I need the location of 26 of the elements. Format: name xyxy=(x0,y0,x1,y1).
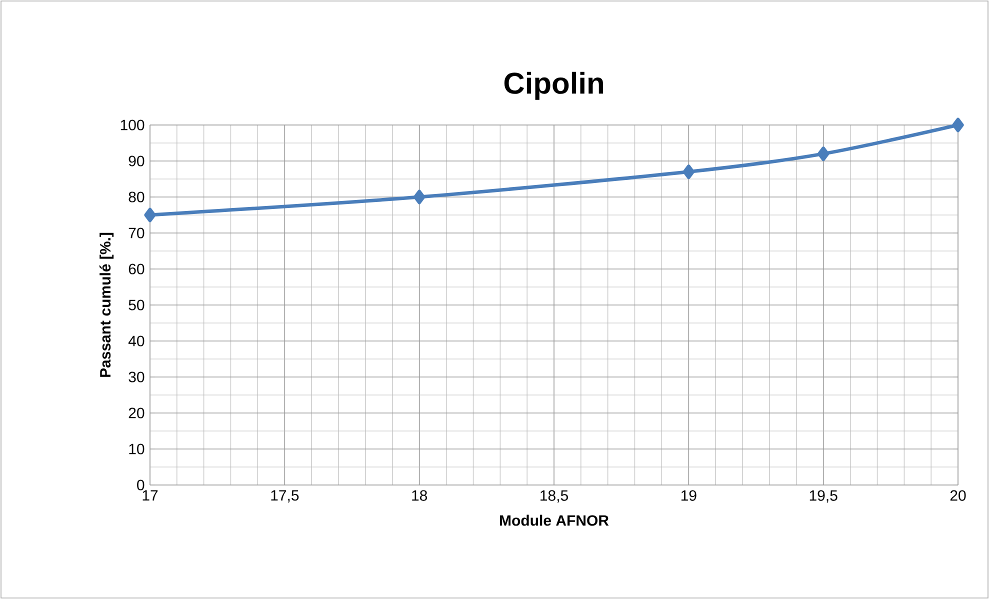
y-tick-label: 30 xyxy=(128,372,144,382)
y-tick-label: 40 xyxy=(128,336,144,346)
x-tick-label: 20 xyxy=(950,490,966,501)
point xyxy=(144,208,156,222)
x-tick-label: 19 xyxy=(681,490,696,501)
y-tick-label: 10 xyxy=(129,444,144,454)
point xyxy=(952,118,964,132)
y-axis-title: Passant cumulé [%.] xyxy=(99,232,114,377)
y-tick-label: 20 xyxy=(128,408,144,418)
y-tick-label: 100 xyxy=(120,120,144,130)
y-tick-label: 50 xyxy=(128,300,144,310)
x-tick-label: 17,5 xyxy=(271,490,299,502)
y-tick-label: 70 xyxy=(128,228,144,238)
x-tick-label: 19,5 xyxy=(810,490,838,503)
point xyxy=(817,146,830,162)
chart-title: Cipolin xyxy=(504,72,603,100)
y-tick-label: 0 xyxy=(137,480,144,490)
x-tick-label: 18,5 xyxy=(540,490,568,503)
y-tick-label: 90 xyxy=(128,156,144,166)
point xyxy=(682,164,695,180)
y-tick-label: 60 xyxy=(128,264,144,274)
x-tick-label: 18 xyxy=(412,490,428,501)
x-tick-label: 17 xyxy=(142,490,158,501)
x-axis-title: Module AFNOR xyxy=(500,514,609,526)
y-tick-label: 80 xyxy=(128,192,144,202)
point xyxy=(413,190,426,204)
